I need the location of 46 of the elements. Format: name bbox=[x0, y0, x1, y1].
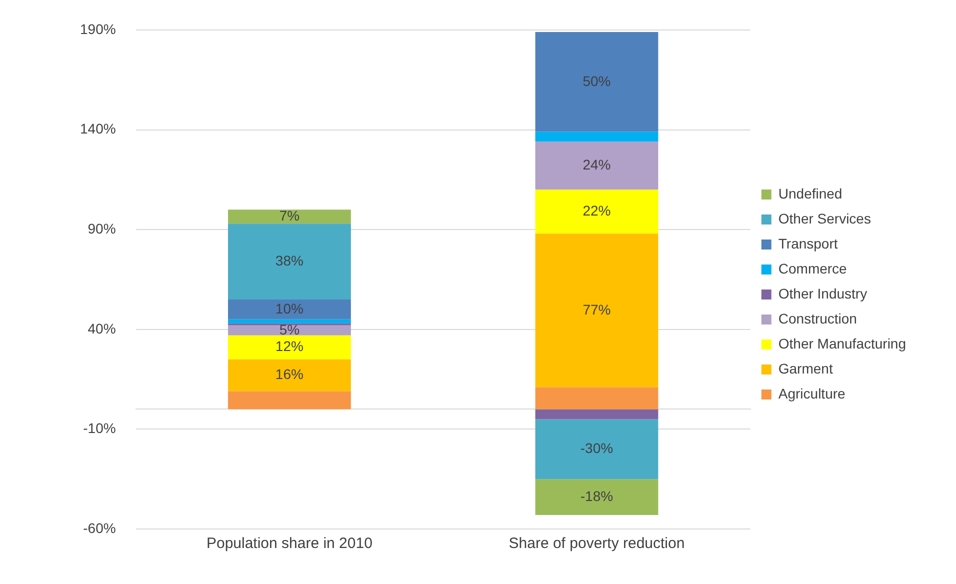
legend-label: Agriculture bbox=[778, 385, 846, 402]
bar bbox=[535, 132, 658, 142]
legend-label: Other Manufacturing bbox=[778, 335, 906, 352]
y-tick-label: 40% bbox=[88, 320, 116, 336]
legend-label: Other Industry bbox=[778, 285, 868, 302]
data-label: 7% bbox=[279, 207, 300, 224]
bar bbox=[228, 210, 351, 224]
y-tick-label: 190% bbox=[80, 20, 116, 37]
data-label: -30% bbox=[580, 440, 614, 456]
bar bbox=[228, 325, 351, 336]
data-label: 50% bbox=[582, 72, 611, 89]
legend-label: Construction bbox=[778, 310, 857, 326]
legend-label: Commerce bbox=[778, 260, 848, 276]
x-tick-label: Population share in 2010 bbox=[206, 535, 372, 552]
y-tick-label: 90% bbox=[88, 220, 116, 236]
data-label: -18% bbox=[580, 488, 614, 504]
bar bbox=[535, 419, 658, 480]
data-label: 77% bbox=[582, 301, 611, 318]
bar bbox=[535, 234, 658, 388]
bar bbox=[228, 359, 351, 392]
bar bbox=[535, 387, 658, 410]
bar bbox=[228, 391, 351, 410]
bar bbox=[535, 32, 658, 132]
y-tick-label: -60% bbox=[83, 520, 116, 536]
bar bbox=[535, 142, 658, 190]
data-label: 24% bbox=[582, 156, 611, 173]
bar bbox=[228, 299, 351, 320]
bar bbox=[228, 224, 351, 300]
legend-label: Garment bbox=[778, 360, 833, 376]
legend-label: Other Services bbox=[778, 210, 871, 226]
x-tick-label: Share of poverty reduction bbox=[508, 535, 685, 552]
legend-label: Undefined bbox=[778, 185, 842, 202]
bar bbox=[535, 190, 658, 234]
data-label: 5% bbox=[279, 321, 300, 338]
bar bbox=[535, 479, 658, 516]
data-label: 38% bbox=[275, 252, 304, 268]
bar bbox=[228, 319, 351, 324]
data-label: 10% bbox=[275, 300, 304, 316]
data-label: 16% bbox=[275, 366, 304, 382]
bar bbox=[535, 409, 658, 420]
y-tick-label: 140% bbox=[80, 120, 116, 137]
data-label: 22% bbox=[582, 202, 611, 218]
legend-label: Transport bbox=[778, 235, 838, 252]
bar bbox=[228, 335, 351, 360]
y-tick-label: -10% bbox=[83, 420, 116, 436]
data-label: 12% bbox=[275, 338, 304, 354]
